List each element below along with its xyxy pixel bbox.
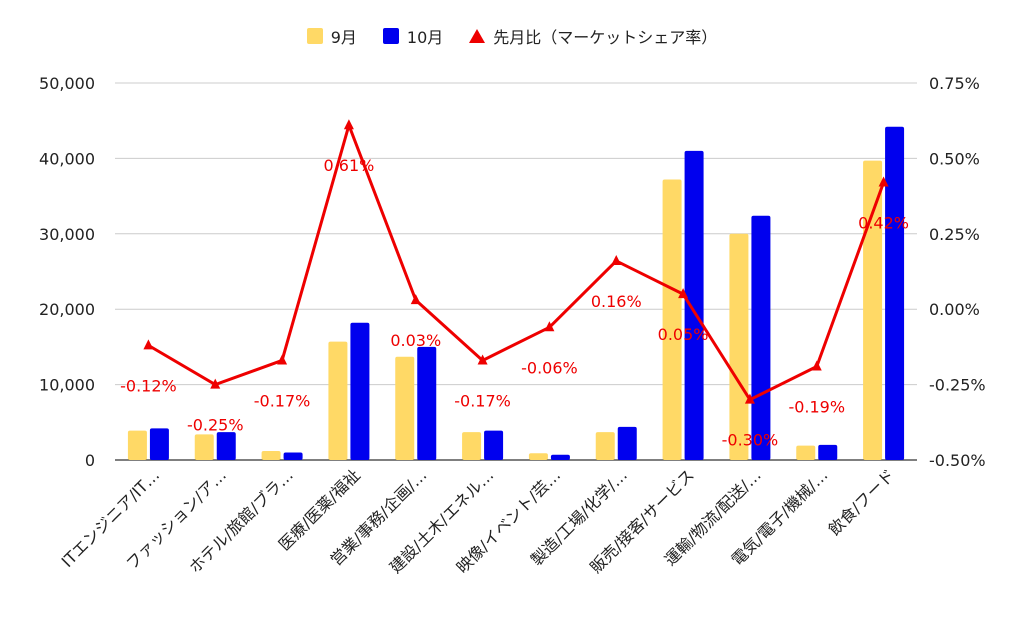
left-tick-label: 30,000: [39, 225, 95, 244]
category-label: 飲食/フード: [825, 465, 899, 539]
share-point: [678, 288, 689, 299]
legend-swatch-oct: [382, 28, 399, 44]
share-point: [343, 119, 354, 130]
bar-sep: [595, 432, 615, 460]
share-data-label: -0.25%: [187, 416, 244, 435]
right-tick-label: -0.50%: [929, 451, 986, 470]
bar-oct: [617, 426, 637, 460]
bar-oct: [684, 150, 704, 461]
share-point: [611, 254, 622, 265]
legend: 9月 10月 先月比（マーケットシェア率）: [0, 24, 1024, 48]
right-tick-label: 0.75%: [929, 74, 980, 93]
bar-sep: [261, 450, 281, 460]
bar-sep: [863, 160, 883, 461]
bar-sep: [462, 432, 482, 460]
share-point: [210, 378, 221, 389]
bar-oct: [216, 432, 236, 460]
right-tick-label: -0.25%: [929, 376, 986, 395]
bar-oct: [550, 454, 570, 460]
share-data-label: 0.16%: [591, 292, 642, 311]
share-point: [477, 354, 488, 365]
share-data-label: 0.61%: [324, 156, 375, 175]
legend-label-share: 先月比（マーケットシェア率）: [493, 28, 718, 47]
share-point: [878, 176, 889, 187]
share-point: [744, 393, 755, 404]
legend-swatch-sep: [306, 28, 323, 44]
left-tick-label: 50,000: [39, 74, 95, 93]
left-tick-label: 20,000: [39, 300, 95, 319]
share-data-label: 0.03%: [390, 331, 441, 350]
left-tick-label: 40,000: [39, 149, 95, 168]
bar-oct: [417, 346, 437, 460]
bar-oct: [885, 126, 905, 461]
share-point: [544, 321, 555, 332]
share-data-label: -0.12%: [120, 376, 177, 395]
share-data-label: 0.05%: [658, 325, 709, 344]
legend-item-oct: 10月: [382, 24, 444, 48]
left-tick-label: 10,000: [39, 376, 95, 395]
bar-sep: [528, 453, 548, 460]
share-data-label: -0.19%: [788, 398, 845, 417]
right-tick-label: 0.50%: [929, 149, 980, 168]
bar-sep: [194, 434, 214, 460]
share-data-label: 0.42%: [858, 214, 909, 233]
right-tick-label: 0.25%: [929, 225, 980, 244]
left-tick-label: 0: [85, 451, 95, 470]
legend-label-oct: 10月: [406, 28, 444, 47]
bar-oct: [283, 452, 303, 460]
share-line: [147, 123, 885, 402]
bar-oct: [350, 322, 370, 460]
bar-sep: [328, 341, 348, 460]
share-point: [811, 360, 822, 371]
bar-sep: [395, 356, 415, 460]
bar-oct: [818, 444, 838, 460]
share-data-label: -0.06%: [521, 358, 578, 377]
legend-label-sep: 9月: [330, 28, 357, 47]
share-point: [277, 354, 288, 365]
share-point: [143, 339, 154, 350]
bar-sep: [729, 233, 749, 460]
legend-triangle-icon: [469, 29, 486, 43]
share-point: [410, 294, 421, 305]
bar-oct: [484, 430, 504, 460]
bar-oct: [149, 428, 169, 460]
share-data-label: -0.17%: [254, 391, 311, 410]
share-data-label: -0.17%: [454, 391, 511, 410]
right-tick-label: 0.00%: [929, 300, 980, 319]
legend-item-share: 先月比（マーケットシェア率）: [469, 24, 717, 48]
share-data-label: -0.30%: [722, 431, 779, 450]
legend-item-sep: 9月: [306, 24, 357, 48]
bar-sep: [662, 179, 682, 460]
bar-sep: [127, 430, 147, 460]
bar-sep: [796, 445, 816, 460]
bar-oct: [751, 215, 771, 460]
